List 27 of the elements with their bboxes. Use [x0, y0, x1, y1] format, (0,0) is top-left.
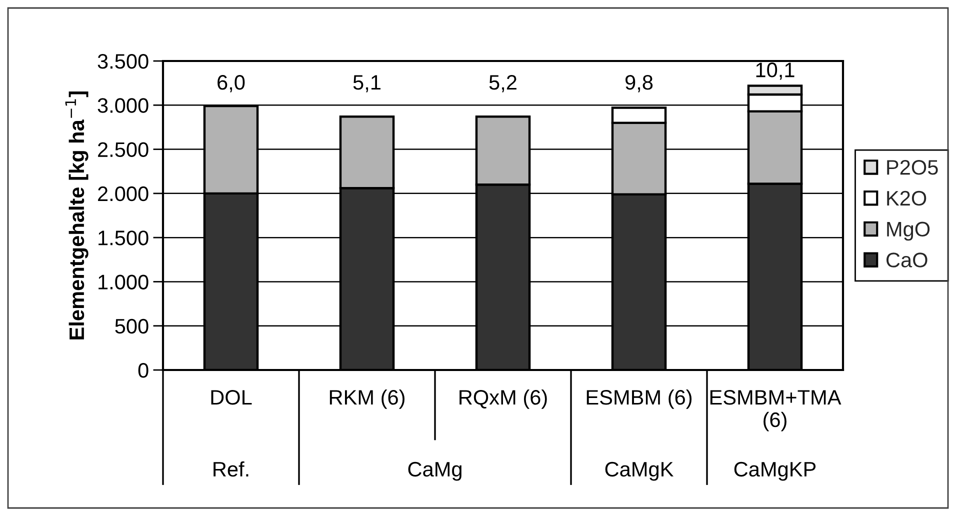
legend-label: CaO	[886, 252, 928, 268]
y-tick-label: 500	[115, 318, 148, 334]
annotation: 9,8	[625, 75, 653, 92]
x-tick-label: DOL	[211, 390, 252, 405]
text: Ref.	[214, 461, 248, 477]
y-tick-label: 0	[138, 363, 148, 378]
annotation: 10,1	[756, 62, 794, 80]
x-tick-label: RKM (6)	[330, 389, 404, 409]
text: CaMgK	[605, 462, 674, 481]
y-tick-label: 3.500	[98, 54, 148, 69]
x-tick-label: ESMBM (6)	[586, 389, 692, 409]
annotation: 5,2	[489, 75, 516, 92]
text: CaMg	[408, 462, 462, 481]
y-tick-label: 1.000	[98, 274, 148, 290]
y-axis-title: Elementgehalte [kg ha$^{−1}$]	[65, 92, 88, 340]
x-tick-label: ESMBM+TMA (6)	[710, 390, 842, 432]
annotation: 6,0	[218, 75, 245, 92]
y-tick-label: 3.000	[98, 98, 148, 113]
text: CaMgKP	[734, 462, 816, 481]
y-tick-label: 2.500	[98, 142, 148, 158]
x-tick-label: RQxM (6)	[460, 389, 547, 409]
legend-label: P2O5	[887, 160, 938, 175]
legend-label: MgO	[887, 222, 930, 241]
annotation: 5,1	[353, 75, 380, 92]
legend-label: K2O	[887, 190, 926, 206]
y-tick-label: 1.500	[98, 230, 148, 246]
y-tick-label: 2.000	[98, 186, 148, 202]
